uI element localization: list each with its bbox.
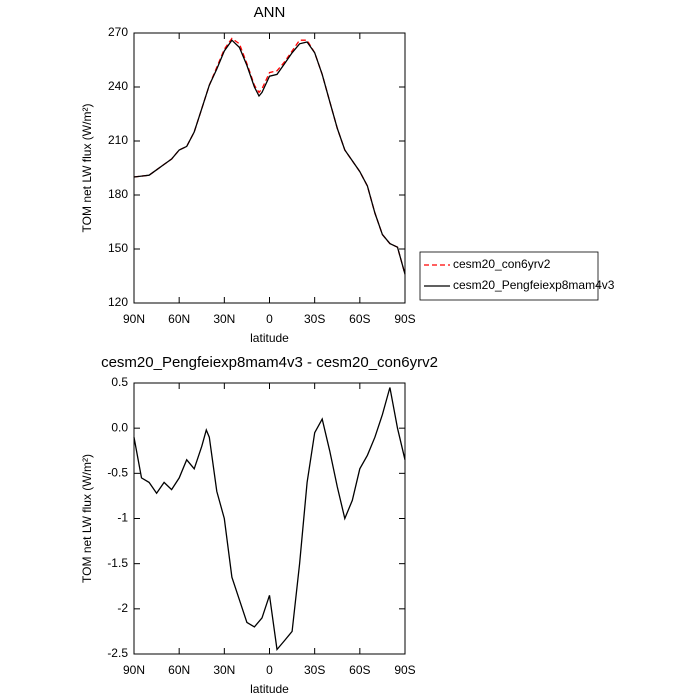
x-tick-label: 60S	[349, 312, 370, 326]
legend-label: cesm20_Pengfeiexp8mam4v3	[453, 278, 615, 292]
x-axis-label: latitude	[250, 682, 289, 696]
y-tick-label: 270	[108, 25, 128, 39]
y-axis-label: TOM net LW flux (W/m²)	[80, 454, 94, 583]
y-tick-label: -1.5	[107, 556, 128, 570]
plot-frame	[133, 382, 406, 655]
y-tick-label: 0.5	[111, 375, 128, 389]
y-tick-label: -1	[117, 511, 128, 525]
x-tick-label: 90N	[123, 663, 145, 677]
y-axis-label: TOM net LW flux (W/m²)	[80, 104, 94, 233]
y-tick-label: 180	[108, 187, 128, 201]
x-tick-label: 0	[266, 663, 273, 677]
y-tick-label: 210	[108, 133, 128, 147]
x-tick-label: 60N	[168, 663, 190, 677]
y-tick-label: -0.5	[107, 466, 128, 480]
y-tick-label: 150	[108, 241, 128, 255]
data-line	[133, 39, 406, 275]
chart-title: cesm20_Pengfeiexp8mam4v3 - cesm20_con6yr…	[101, 354, 438, 371]
y-tick-label: -2.5	[107, 646, 128, 660]
x-tick-label: 60N	[168, 312, 190, 326]
x-tick-label: 30N	[213, 312, 235, 326]
x-tick-label: 0	[266, 312, 273, 326]
x-axis-label: latitude	[250, 331, 289, 345]
y-tick-label: 0.0	[111, 420, 128, 434]
data-line	[133, 387, 406, 652]
y-tick-label: -2	[117, 601, 128, 615]
y-tick-label: 240	[108, 79, 128, 93]
x-tick-label: 90S	[394, 663, 415, 677]
x-tick-label: 60S	[349, 663, 370, 677]
x-tick-label: 30S	[304, 312, 325, 326]
legend-label: cesm20_con6yrv2	[453, 257, 551, 271]
x-tick-label: 30N	[213, 663, 235, 677]
chart-title: ANN	[254, 4, 286, 21]
x-tick-label: 90N	[123, 312, 145, 326]
legend-box	[419, 251, 599, 301]
x-tick-label: 30S	[304, 663, 325, 677]
x-tick-label: 90S	[394, 312, 415, 326]
y-tick-label: 120	[108, 295, 128, 309]
plot-frame	[133, 32, 406, 304]
